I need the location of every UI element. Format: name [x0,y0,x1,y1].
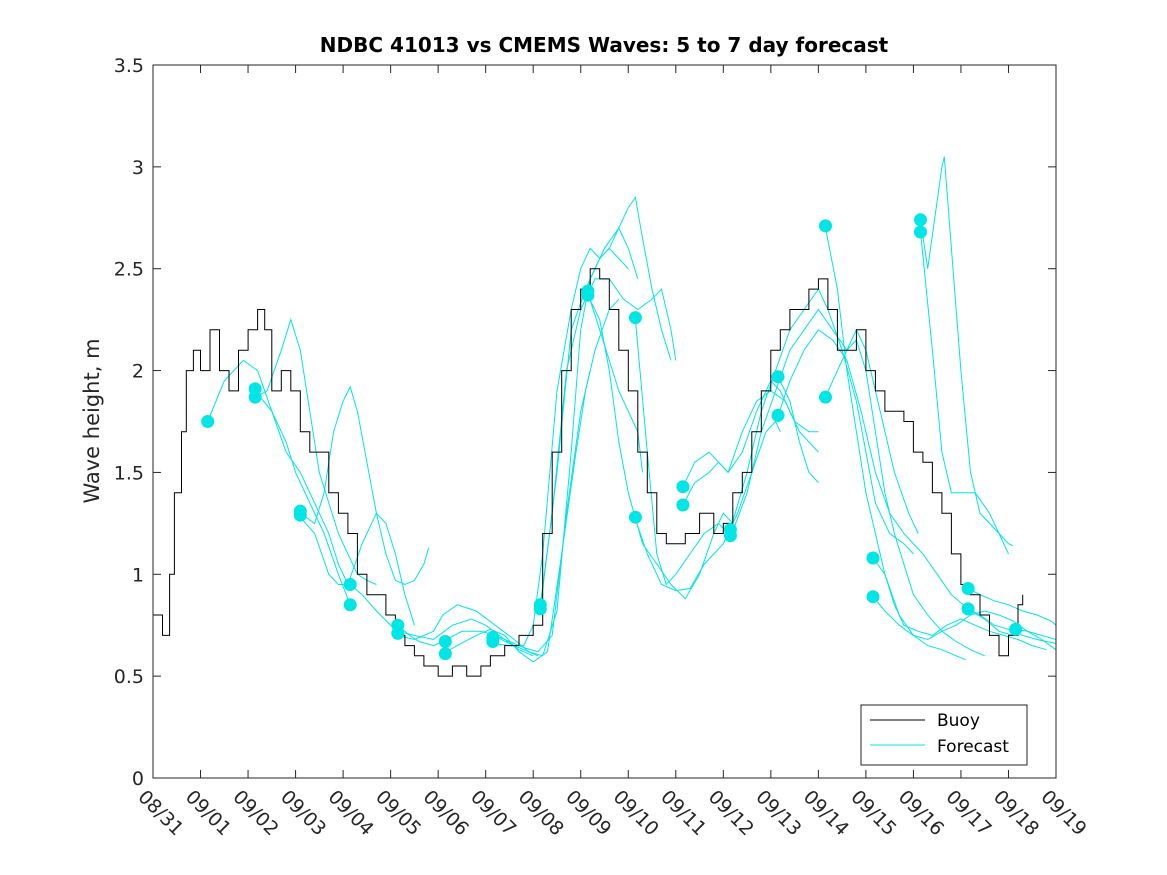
forecast-line-7 [397,624,444,647]
forecast-marker-9 [391,626,405,640]
axes-box [152,64,1057,779]
forecast-marker-20 [676,480,690,494]
forecast-line-2 [254,390,351,605]
forecast-line-31 [920,231,1009,555]
forecast-marker-29 [866,590,880,604]
forecast-marker-19 [628,510,642,524]
forecast-marker-6 [343,578,357,591]
forecast-marker-33 [961,602,975,616]
forecast-marker-25 [771,408,785,422]
y-tick-label-3: 1.5 [114,462,144,484]
chart-title: NDBC 41013 vs CMEMS Waves: 5 to 7 day fo… [320,33,889,57]
forecast-line-1 [207,359,349,585]
forecast-markers-layer [201,213,1023,661]
y-tick-label-6: 3 [132,157,144,179]
forecast-line-12 [492,227,639,657]
forecast-marker-11 [438,647,452,661]
forecast-line-4 [300,385,430,586]
forecast-marker-31 [914,225,927,239]
forecast-marker-28 [866,551,880,565]
y-tick-label-4: 2 [132,361,144,383]
y-tick-label-7: 3.5 [114,55,144,77]
forecast-line-32 [967,588,1057,626]
y-tick-label-2: 1 [132,564,144,586]
forecast-marker-26 [819,219,832,233]
forecast-marker-27 [819,390,832,404]
legend-label-buoy: Buoy [937,711,980,731]
legend-label-forecast: Forecast [937,737,1009,757]
y-tick-label-0: 0 [132,768,144,790]
forecast-marker-3 [248,390,262,404]
forecast-marker-32 [961,582,975,595]
forecast-line-11 [442,298,620,653]
forecast-line-15 [539,278,677,605]
y-tick-label-1: 0.5 [114,666,144,688]
forecast-marker-34 [1009,622,1023,636]
legend-box [860,704,1028,766]
forecast-line-21 [682,379,819,506]
forecast-marker-10 [438,635,452,648]
forecast-line-19 [634,420,781,592]
legend: Buoy Forecast [860,704,1028,766]
forecast-line-10 [442,370,591,663]
forecast-marker-21 [676,498,690,512]
forecast-marker-30 [914,213,927,227]
y-tick-label-5: 2.5 [114,259,144,281]
plot-background [153,65,1056,778]
forecast-marker-17 [581,288,595,302]
y-axis-ticks: 0 0.5 1 1.5 2 2.5 3 3.5 [114,55,1056,790]
forecast-marker-24 [771,370,785,384]
y-axis-label: Wave height, m [80,338,104,503]
forecast-line-20 [682,390,819,487]
forecast-marker-18 [628,311,642,325]
forecast-line-23 [729,308,919,538]
forecast-line-5 [299,512,415,626]
forecast-marker-13 [486,635,500,648]
forecast-line-29 [872,596,1057,651]
forecast-marker-23 [723,529,737,543]
forecast-marker-15 [533,602,547,616]
forecast-line-28 [872,557,1047,651]
forecast-line-27 [825,339,985,657]
forecast-marker-5 [293,508,307,522]
forecast-marker-7 [343,598,357,612]
forecast-marker-1 [201,415,215,428]
